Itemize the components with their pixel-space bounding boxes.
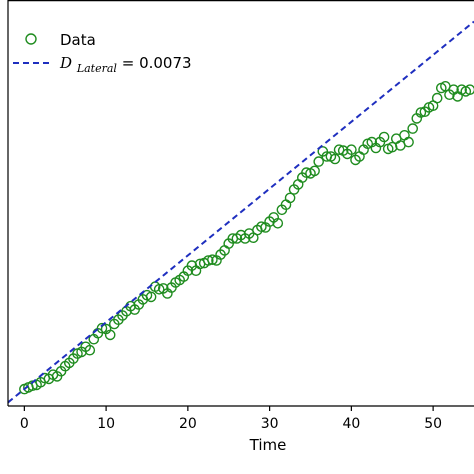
data-point bbox=[207, 254, 218, 266]
data-point bbox=[104, 329, 116, 341]
data-point bbox=[153, 283, 165, 295]
data-point bbox=[403, 136, 414, 148]
legend-data-marker bbox=[25, 33, 37, 45]
data-point bbox=[202, 255, 214, 266]
legend-data-label: Data bbox=[60, 31, 96, 49]
x-tick-label: 50 bbox=[424, 416, 442, 432]
legend-fit-value: = 0.0073 bbox=[122, 54, 192, 72]
data-point bbox=[272, 217, 284, 229]
legend-fit-label: D Lateral = 0.0073 bbox=[59, 54, 192, 76]
x-tick-label: 10 bbox=[97, 416, 115, 432]
data-point bbox=[301, 167, 312, 178]
data-point bbox=[256, 221, 267, 232]
x-axis-label: Time bbox=[249, 436, 287, 454]
x-tick-label: 40 bbox=[342, 416, 360, 432]
x-ticks: 0 10 20 30 40 50 bbox=[20, 406, 442, 432]
data-point bbox=[145, 291, 157, 303]
legend-fit-symbol: D bbox=[59, 54, 72, 72]
x-tick-label: 0 bbox=[20, 416, 29, 432]
legend: Data D Lateral = 0.0073 bbox=[13, 31, 192, 76]
legend-fit-subscript: Lateral bbox=[76, 62, 118, 75]
data-points bbox=[19, 81, 474, 395]
data-point bbox=[399, 129, 410, 141]
data-point bbox=[407, 123, 419, 134]
data-point bbox=[313, 156, 325, 167]
data-point bbox=[386, 141, 398, 153]
data-point bbox=[309, 165, 320, 177]
x-tick-label: 20 bbox=[179, 416, 197, 432]
data-point bbox=[346, 144, 357, 155]
data-point bbox=[378, 131, 390, 143]
axes bbox=[7, 0, 474, 407]
data-point bbox=[415, 107, 427, 118]
fit-line bbox=[7, 20, 474, 404]
data-point bbox=[84, 344, 96, 356]
data-point bbox=[329, 153, 341, 165]
data-point bbox=[96, 322, 108, 334]
x-tick-label: 30 bbox=[261, 416, 279, 432]
data-point bbox=[464, 84, 474, 95]
data-point bbox=[284, 192, 296, 204]
data-point bbox=[431, 92, 443, 104]
data-point bbox=[333, 144, 345, 155]
